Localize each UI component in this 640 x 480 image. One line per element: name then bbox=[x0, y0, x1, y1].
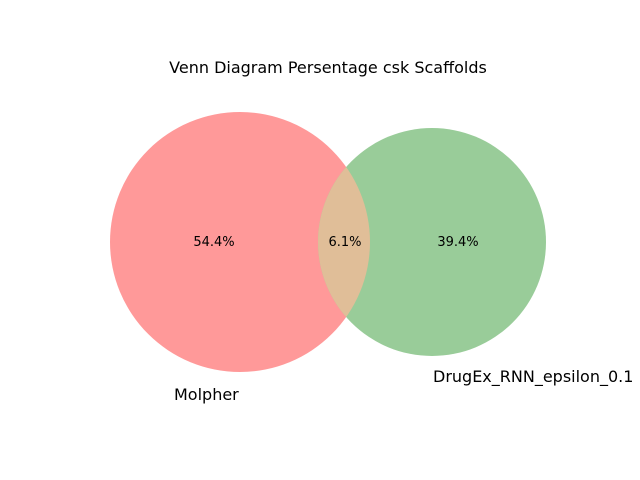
overlap-percentage: 6.1% bbox=[328, 235, 361, 250]
drugex-only-percentage: 39.4% bbox=[437, 235, 478, 250]
set-circle-drugex bbox=[318, 128, 546, 356]
set-label-drugex: DrugEx_RNN_epsilon_0.1 bbox=[433, 367, 633, 387]
set-label-molpher: Molpher bbox=[174, 385, 239, 404]
set-circle-molpher bbox=[110, 112, 370, 372]
diagram-title: Venn Diagram Persentage csk Scaffolds bbox=[169, 58, 487, 77]
molpher-only-percentage: 54.4% bbox=[193, 235, 234, 250]
